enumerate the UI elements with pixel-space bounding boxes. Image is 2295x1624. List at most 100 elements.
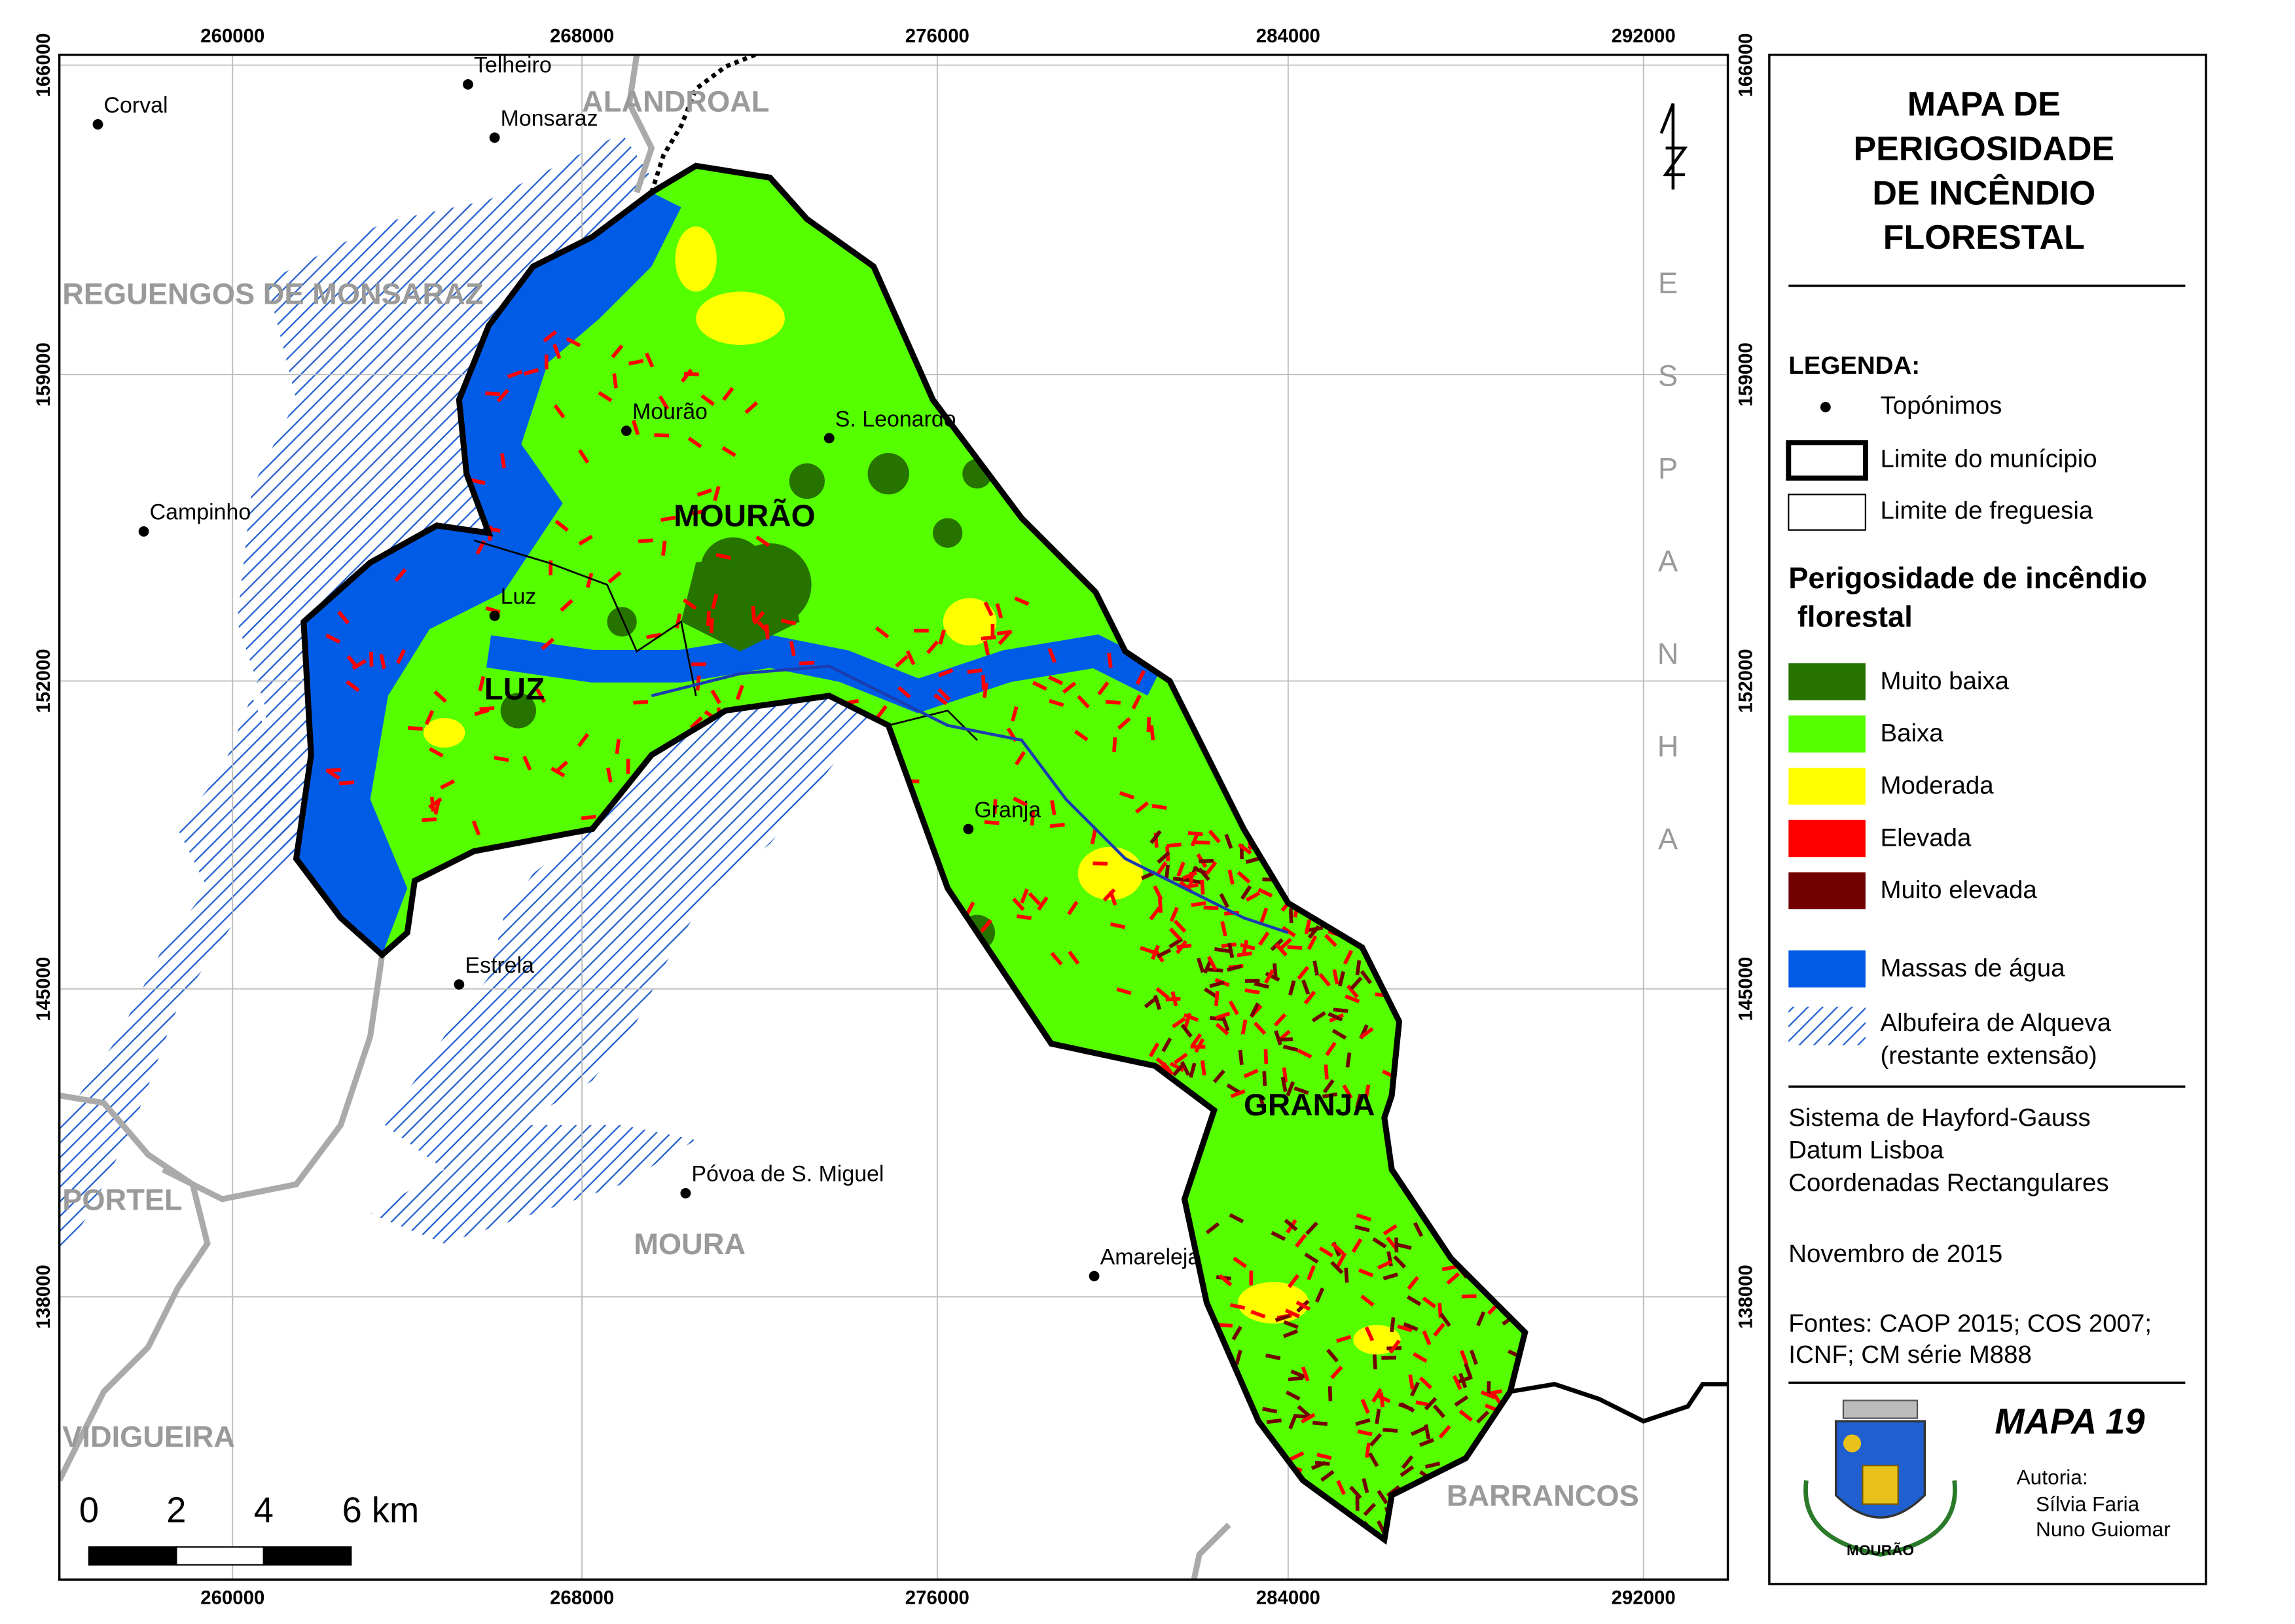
high-patch bbox=[1151, 804, 1167, 810]
high-patch bbox=[1049, 698, 1064, 708]
high-patch bbox=[422, 817, 437, 823]
high-patch bbox=[543, 330, 557, 342]
high-patch bbox=[1149, 725, 1155, 741]
sources: Fontes: CAOP 2015; COS 2007; bbox=[1788, 1309, 2152, 1337]
high-patch bbox=[369, 651, 374, 667]
y-tick-label: 145000 bbox=[1735, 957, 1757, 1021]
very-high-patch bbox=[1305, 1221, 1318, 1235]
y-tick-label: 138000 bbox=[1735, 1265, 1757, 1329]
high-patch bbox=[1346, 984, 1359, 999]
y-tick-label: 159000 bbox=[33, 342, 54, 406]
legend-swatch bbox=[1788, 715, 1866, 753]
place-label: Amareleja bbox=[1100, 1244, 1201, 1269]
place-dot bbox=[138, 526, 149, 537]
very-high-patch bbox=[1172, 1062, 1185, 1077]
high-patch bbox=[1452, 1375, 1462, 1390]
high-patch bbox=[799, 660, 814, 666]
very-high-patch bbox=[1208, 967, 1223, 973]
high-patch bbox=[938, 668, 954, 677]
high-patch bbox=[607, 571, 622, 584]
high-patch bbox=[1263, 1049, 1269, 1064]
crest bbox=[1803, 1399, 1957, 1557]
very-high-patch bbox=[1424, 1424, 1431, 1440]
high-patch bbox=[710, 689, 721, 704]
high-patch bbox=[578, 449, 590, 464]
high-patch bbox=[581, 814, 596, 821]
high-patch bbox=[1244, 988, 1260, 995]
high-patch bbox=[765, 624, 770, 640]
date: Novembro de 2015 bbox=[1788, 1240, 2002, 1268]
high-patch bbox=[1184, 1013, 1192, 1028]
high-patch bbox=[1303, 990, 1316, 1005]
high-patch bbox=[984, 820, 1000, 825]
very-high-patch bbox=[1266, 1418, 1282, 1424]
high-patch bbox=[566, 336, 581, 348]
high-patch bbox=[1134, 801, 1149, 814]
high-patch bbox=[1049, 822, 1065, 829]
very-high-patch bbox=[1274, 1314, 1291, 1322]
legend-label: Limite de freguesia bbox=[1881, 497, 2093, 525]
very-high-patch bbox=[1326, 1348, 1339, 1363]
very-high-patch bbox=[1157, 851, 1170, 864]
high-patch bbox=[1014, 596, 1030, 606]
high-patch bbox=[394, 568, 407, 583]
very-high-patch bbox=[1338, 971, 1345, 986]
very-high-patch bbox=[1273, 963, 1278, 979]
high-patch bbox=[1168, 927, 1182, 941]
very-high-patch bbox=[1328, 1012, 1343, 1022]
legend-swatch bbox=[1788, 767, 1866, 805]
high-patch bbox=[1020, 888, 1029, 904]
very-high-patch bbox=[1186, 878, 1202, 884]
high-patch bbox=[1245, 891, 1261, 902]
very-high-patch bbox=[1245, 856, 1261, 864]
very-high-patch bbox=[1221, 1016, 1230, 1032]
high-patch bbox=[721, 446, 736, 458]
high-patch bbox=[1155, 1057, 1170, 1070]
high-patch bbox=[706, 611, 711, 626]
high-patch bbox=[744, 401, 759, 414]
place-dot bbox=[963, 823, 974, 835]
high-patch bbox=[1149, 906, 1161, 921]
high-patch bbox=[522, 755, 532, 771]
high-patch bbox=[440, 779, 455, 790]
high-patch bbox=[1097, 681, 1110, 696]
high-patch bbox=[660, 515, 676, 522]
very-high-patch bbox=[1149, 830, 1162, 844]
place-label: Corval bbox=[104, 93, 168, 118]
high-patch bbox=[1102, 888, 1116, 902]
high-patch bbox=[1297, 1049, 1312, 1059]
high-patch bbox=[1050, 800, 1057, 816]
very-low-patch bbox=[867, 453, 909, 495]
legend-label: Muito elevada bbox=[1881, 876, 2038, 904]
high-patch bbox=[875, 626, 890, 639]
high-patch bbox=[658, 395, 670, 410]
very-high-patch bbox=[1180, 1023, 1193, 1038]
very-high-patch bbox=[1212, 1069, 1225, 1083]
very-high-patch bbox=[1333, 1007, 1348, 1013]
very-high-patch bbox=[1262, 1071, 1267, 1087]
high-patch bbox=[715, 552, 731, 560]
very-high-patch bbox=[1156, 948, 1172, 958]
very-high-patch bbox=[1320, 1470, 1335, 1482]
very-high-patch bbox=[1328, 1386, 1333, 1401]
high-patch bbox=[1155, 861, 1168, 876]
very-high-patch bbox=[1282, 1329, 1299, 1339]
scale-label: 2 bbox=[166, 1490, 186, 1530]
very-high-patch bbox=[1400, 1465, 1415, 1477]
high-patch bbox=[1014, 751, 1026, 766]
high-patch bbox=[631, 420, 640, 435]
high-patch bbox=[633, 700, 649, 705]
very-high-patch bbox=[1344, 1267, 1349, 1283]
x-tick-label: 276000 bbox=[905, 25, 969, 46]
border-spain bbox=[1509, 1382, 1728, 1424]
legend-label: Topónimos bbox=[1881, 391, 2002, 420]
very-high-patch bbox=[1290, 1369, 1306, 1379]
place-dot bbox=[823, 433, 835, 444]
legend-heading: florestal bbox=[1798, 600, 1913, 633]
panel-title: MAPA DE bbox=[1907, 86, 2061, 124]
high-patch bbox=[721, 387, 734, 401]
authorship: Autoria: bbox=[2017, 1466, 2088, 1489]
place-dot bbox=[1089, 1271, 1100, 1282]
high-patch bbox=[1233, 1256, 1248, 1269]
very-high-patch bbox=[1360, 970, 1373, 984]
